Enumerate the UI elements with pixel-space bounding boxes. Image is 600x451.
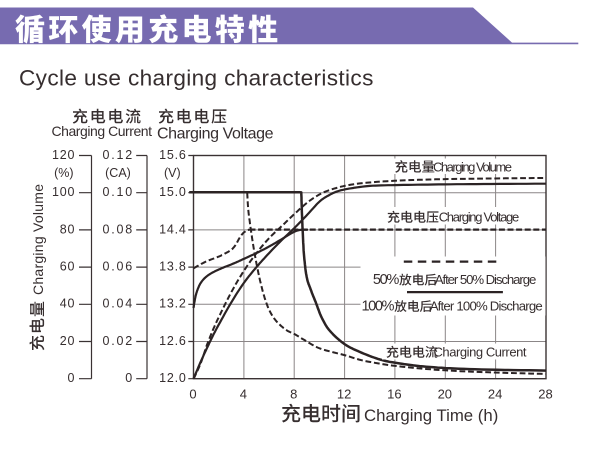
svg-text:4: 4	[240, 387, 247, 402]
svg-text:13.2: 13.2	[159, 297, 187, 311]
svg-text:Charging Current: Charging Current	[52, 123, 153, 139]
svg-text:(V): (V)	[164, 166, 181, 180]
svg-text:Charging Volume: Charging Volume	[433, 159, 512, 174]
svg-text:After 50% Discharge: After 50% Discharge	[435, 272, 537, 287]
svg-text:100: 100	[52, 185, 75, 199]
svg-text:12.6: 12.6	[159, 334, 187, 348]
svg-text:15.6: 15.6	[159, 148, 187, 162]
svg-text:8: 8	[290, 387, 297, 402]
svg-text:0: 0	[189, 387, 196, 402]
svg-text:16: 16	[387, 387, 401, 402]
svg-text:0.06: 0.06	[102, 260, 134, 274]
svg-text:0: 0	[68, 371, 76, 385]
svg-text:12: 12	[337, 387, 351, 402]
svg-text:40: 40	[60, 297, 76, 311]
svg-text:Charging Voltage: Charging Voltage	[157, 126, 274, 143]
svg-text:(%): (%)	[54, 166, 73, 180]
svg-text:0.04: 0.04	[102, 297, 134, 311]
svg-text:12.0: 12.0	[159, 371, 187, 385]
svg-text:28: 28	[538, 387, 552, 402]
svg-text:100%: 100%	[362, 299, 395, 315]
svg-text:Charging Voltage: Charging Voltage	[439, 210, 520, 225]
svg-text:0.12: 0.12	[102, 148, 134, 162]
svg-text:20: 20	[60, 334, 76, 348]
svg-text:Charging Current: Charging Current	[434, 345, 527, 360]
svg-text:13.8: 13.8	[159, 260, 187, 274]
svg-text:Charging Time (h): Charging Time (h)	[364, 406, 498, 425]
svg-text:Cycle use charging characteris: Cycle use charging characteristics	[19, 66, 374, 91]
svg-text:60: 60	[60, 260, 76, 274]
svg-text:(CA): (CA)	[105, 166, 131, 180]
svg-text:24: 24	[488, 387, 502, 402]
svg-text:0: 0	[125, 371, 134, 385]
svg-text:50%: 50%	[373, 272, 400, 288]
svg-text:20: 20	[438, 387, 452, 402]
svg-text:80: 80	[60, 222, 76, 236]
svg-text:14.4: 14.4	[159, 222, 187, 236]
svg-text:0.08: 0.08	[102, 222, 134, 236]
svg-text:15.0: 15.0	[159, 185, 187, 199]
svg-text:120: 120	[52, 148, 75, 162]
svg-text:0.10: 0.10	[102, 185, 134, 199]
svg-text:Charging Volume: Charging Volume	[30, 184, 46, 295]
svg-text:0.02: 0.02	[102, 334, 134, 348]
svg-text:After 100% Discharge: After 100% Discharge	[430, 299, 543, 314]
